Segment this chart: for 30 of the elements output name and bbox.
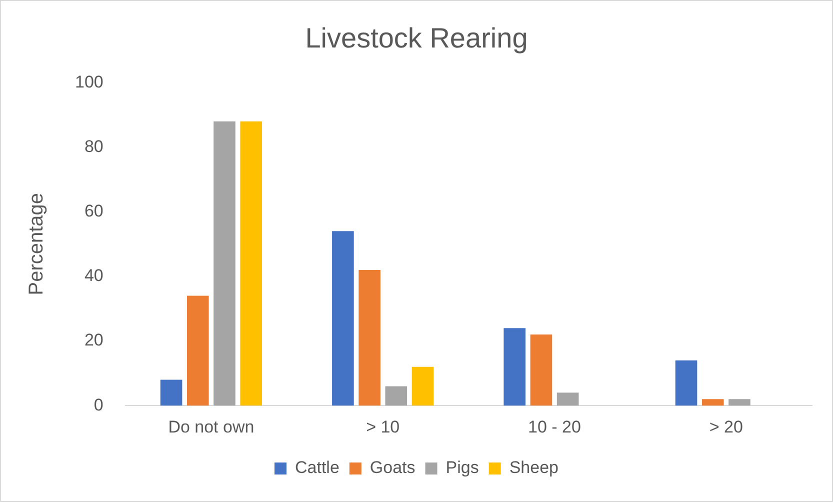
bar (332, 231, 354, 406)
chart-title: Livestock Rearing (305, 22, 528, 54)
bar (530, 334, 552, 406)
bar (240, 121, 262, 406)
bar (504, 328, 526, 406)
legend-label: Pigs (446, 458, 479, 478)
x-tick-label: 10 - 20 (528, 417, 581, 436)
y-tick-label: 20 (84, 330, 104, 350)
bar (556, 392, 579, 406)
legend-label: Sheep (509, 458, 559, 478)
x-tick-label: > 20 (709, 417, 743, 436)
y-tick-label: 80 (84, 136, 104, 156)
y-tick-label: 40 (84, 266, 104, 286)
bar (385, 386, 408, 406)
bar (358, 270, 380, 406)
bar (186, 296, 209, 406)
legend-label: Goats (370, 458, 416, 478)
y-tick-label: 60 (84, 201, 104, 220)
y-tick-label: 100 (74, 72, 104, 92)
bar (702, 399, 724, 406)
bar (214, 121, 236, 406)
bar (675, 360, 698, 406)
x-tick-label: Do not own (168, 417, 254, 436)
y-tick-label: 0 (94, 395, 104, 414)
x-tick-label: > 10 (366, 417, 400, 436)
bar (728, 399, 750, 406)
bar (412, 366, 434, 406)
y-axis-title: Percentage (26, 192, 48, 296)
legend-label: Cattle (295, 458, 340, 478)
bar (160, 380, 182, 406)
